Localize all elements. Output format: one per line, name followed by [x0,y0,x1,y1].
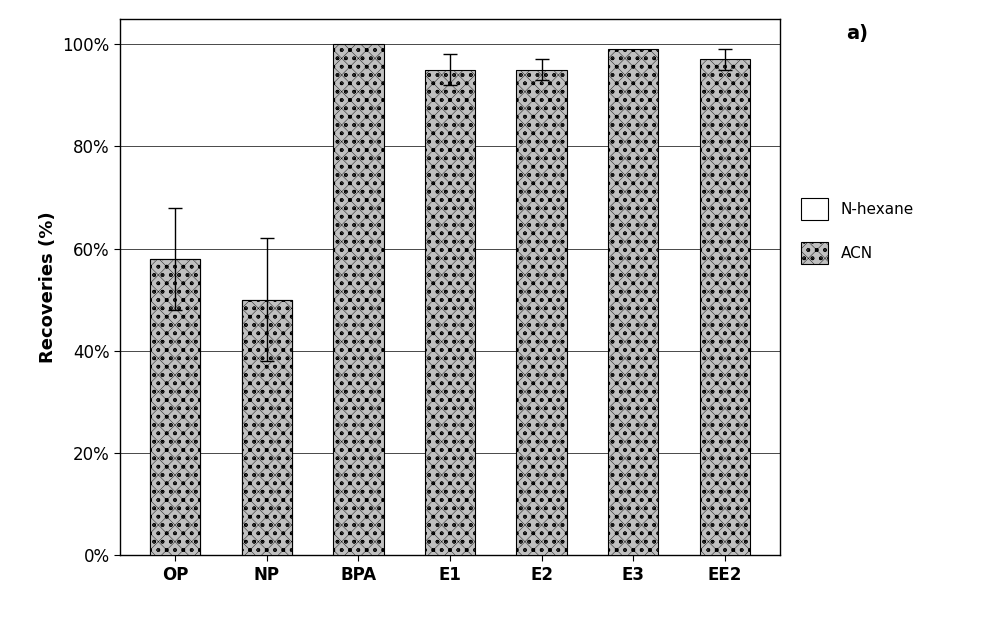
Bar [608,49,658,555]
Y-axis label: Recoveries (%): Recoveries (%) [39,211,57,363]
Bar [150,259,200,555]
Bar [333,44,384,555]
Text: a): a) [846,24,868,43]
Legend: N-hexane, ACN: N-hexane, ACN [801,198,914,264]
Bar [700,59,750,555]
Bar [150,259,200,555]
Bar [425,70,475,555]
Bar [242,300,292,555]
Bar [516,70,567,555]
Bar [242,300,292,555]
